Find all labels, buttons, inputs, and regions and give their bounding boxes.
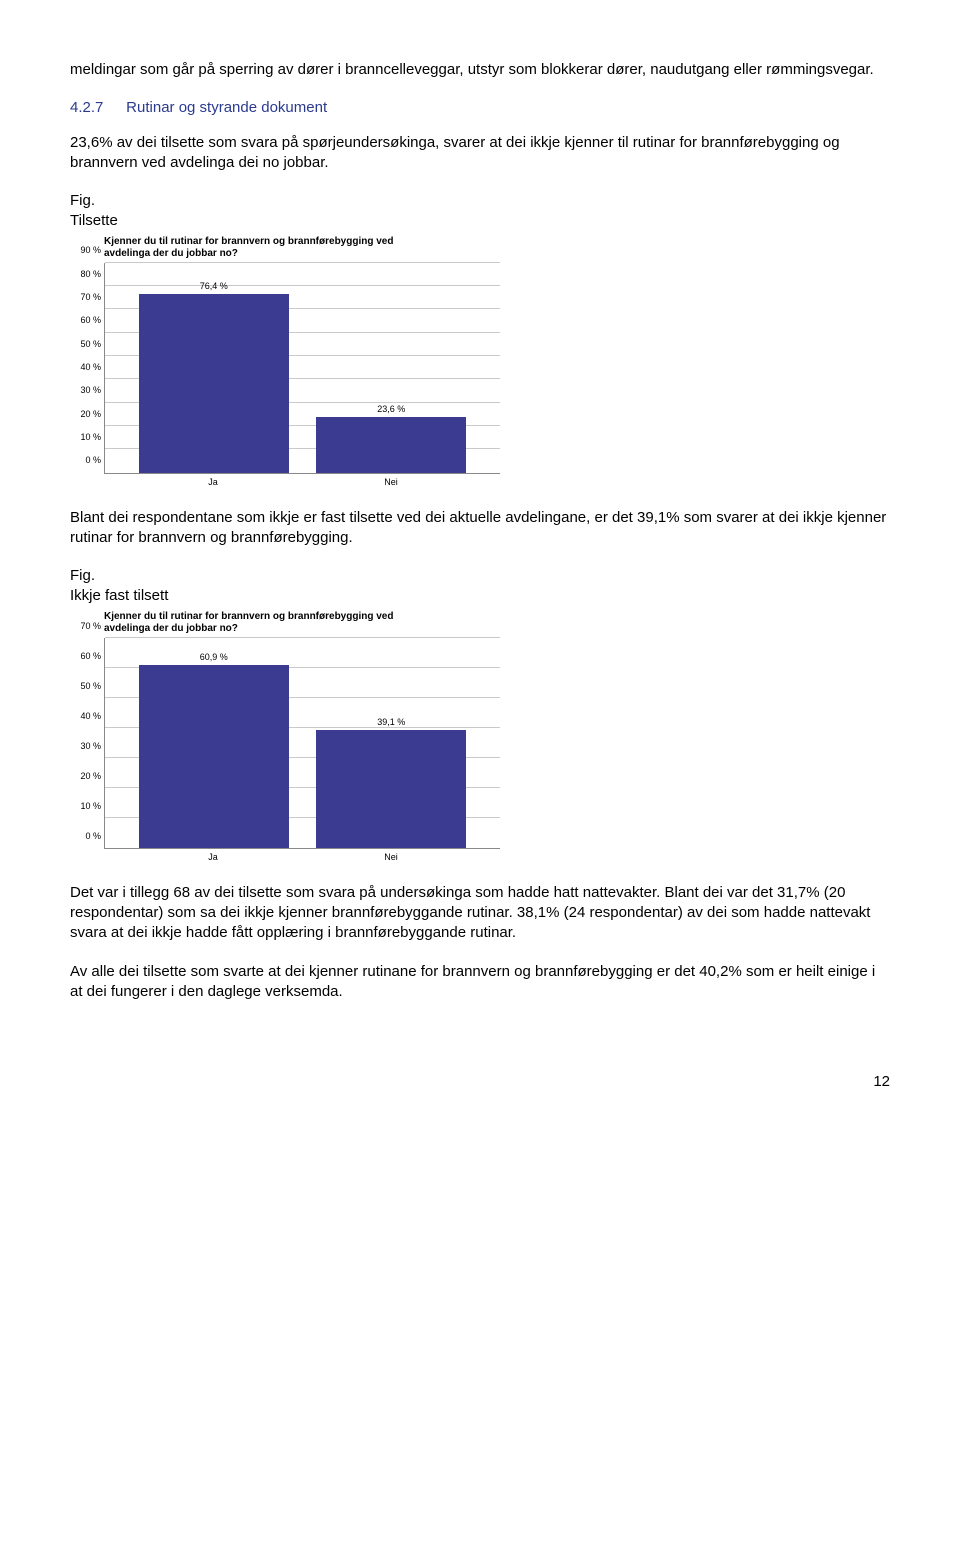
y-tick-label: 10 %	[71, 799, 101, 811]
paragraph-3: Det var i tillegg 68 av dei tilsette som…	[70, 883, 890, 944]
section-title: Rutinar og styrande dokument	[126, 99, 327, 116]
bar-column: 76,4 %	[139, 280, 289, 472]
y-tick-label: 90 %	[71, 244, 101, 256]
bar-value-label: 39,1 %	[377, 716, 405, 728]
figure-1-label: Fig.	[70, 191, 890, 211]
chart-1-xlabels: Ja Nei	[104, 474, 500, 488]
y-tick-label: 70 %	[71, 619, 101, 631]
y-tick-label: 0 %	[71, 454, 101, 466]
bar-value-label: 60,9 %	[200, 651, 228, 663]
y-tick-label: 40 %	[71, 361, 101, 373]
y-tick-label: 50 %	[71, 679, 101, 691]
y-tick-label: 40 %	[71, 709, 101, 721]
x-tick-label: Ja	[138, 851, 288, 863]
section-heading: 4.2.7 Rutinar og styrande dokument	[70, 98, 890, 118]
paragraph-4: Av alle dei tilsette som svarte at dei k…	[70, 962, 890, 1003]
bar-value-label: 76,4 %	[200, 280, 228, 292]
y-tick-label: 60 %	[71, 649, 101, 661]
paragraph-2: Blant dei respondentane som ikkje er fas…	[70, 508, 890, 549]
chart-1-area: 0 %10 %20 %30 %40 %50 %60 %70 %80 %90 %7…	[104, 263, 500, 474]
chart-1-title: Kjenner du til rutinar for brannvern og …	[104, 236, 500, 261]
figure-2-label: Fig.	[70, 566, 890, 586]
y-tick-label: 60 %	[71, 314, 101, 326]
chart-2: Kjenner du til rutinar for brannvern og …	[70, 611, 500, 863]
y-tick-label: 80 %	[71, 268, 101, 280]
y-tick-label: 30 %	[71, 739, 101, 751]
intro-paragraph: meldingar som går på sperring av dører i…	[70, 60, 890, 80]
chart-2-area: 0 %10 %20 %30 %40 %50 %60 %70 %60,9 %39,…	[104, 638, 500, 849]
y-tick-label: 0 %	[71, 829, 101, 841]
bar-column: 60,9 %	[139, 651, 289, 848]
chart-2-xlabels: Ja Nei	[104, 849, 500, 863]
x-tick-label: Nei	[316, 851, 466, 863]
chart-2-title: Kjenner du til rutinar for brannvern og …	[104, 611, 500, 636]
bar-column: 23,6 %	[316, 403, 466, 472]
figure-1-subtitle: Tilsette	[70, 211, 890, 231]
bar	[139, 665, 289, 848]
y-tick-label: 20 %	[71, 408, 101, 420]
bar-value-label: 23,6 %	[377, 403, 405, 415]
bar	[139, 294, 289, 472]
x-tick-label: Ja	[138, 476, 288, 488]
bar	[316, 417, 466, 472]
bars-container: 60,9 % 39,1 %	[105, 638, 500, 848]
y-tick-label: 50 %	[71, 338, 101, 350]
bars-container: 76,4 % 23,6 %	[105, 263, 500, 473]
y-tick-label: 10 %	[71, 431, 101, 443]
bar	[316, 730, 466, 847]
y-tick-label: 30 %	[71, 384, 101, 396]
y-tick-label: 20 %	[71, 769, 101, 781]
chart-1: Kjenner du til rutinar for brannvern og …	[70, 236, 500, 488]
y-tick-label: 70 %	[71, 291, 101, 303]
section-number: 4.2.7	[70, 98, 122, 118]
page-number: 12	[70, 1072, 890, 1092]
paragraph-1: 23,6% av dei tilsette som svara på spørj…	[70, 133, 890, 174]
x-tick-label: Nei	[316, 476, 466, 488]
bar-column: 39,1 %	[316, 716, 466, 847]
figure-2-subtitle: Ikkje fast tilsett	[70, 586, 890, 606]
